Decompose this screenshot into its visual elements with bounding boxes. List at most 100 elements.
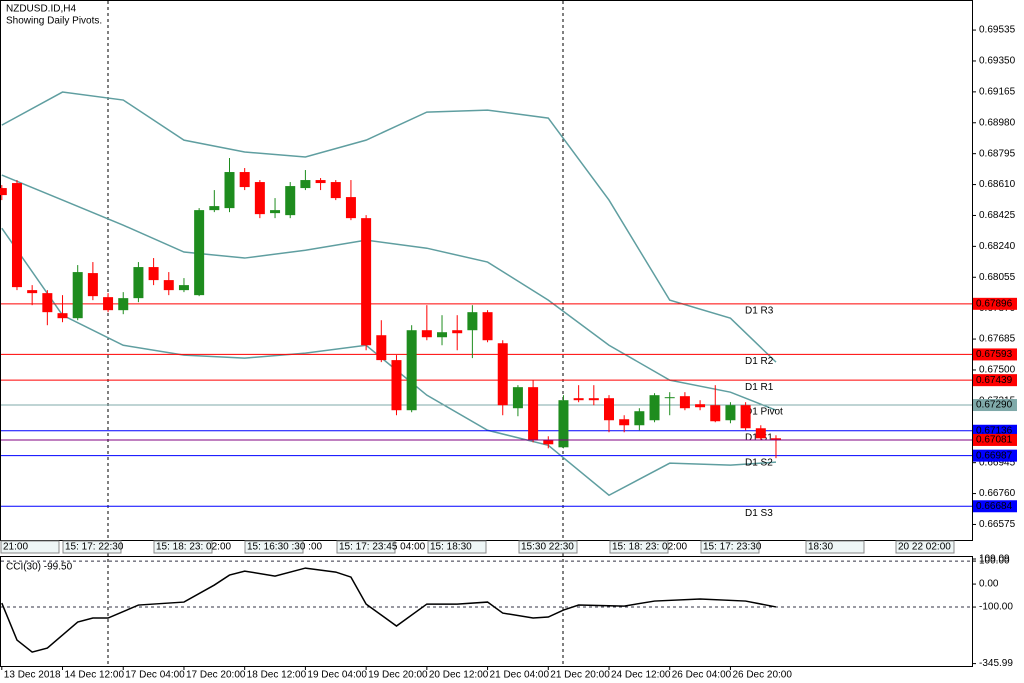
indicator-title: CCI(30) -99.50 bbox=[6, 562, 73, 573]
candle-body bbox=[103, 297, 114, 311]
pivot-name: D1 S2 bbox=[745, 457, 773, 468]
candle-body bbox=[664, 397, 675, 399]
candle-body bbox=[634, 411, 645, 426]
candle-body bbox=[740, 405, 751, 429]
session-box bbox=[700, 540, 760, 554]
indicator-tick-label: 100.00 bbox=[979, 556, 1010, 567]
y-tick-label: 0.67500 bbox=[979, 365, 1016, 376]
candle-body bbox=[148, 267, 159, 281]
y-tick-label: 0.68425 bbox=[979, 210, 1016, 221]
candle-body bbox=[239, 172, 250, 188]
candle-body bbox=[345, 197, 356, 219]
pivot-name: D1 R2 bbox=[745, 356, 774, 367]
session-box bbox=[336, 540, 396, 554]
candle-body bbox=[725, 405, 736, 421]
candle-body bbox=[270, 210, 281, 214]
candle-body bbox=[679, 396, 690, 409]
candle-body bbox=[118, 298, 129, 311]
candle-body bbox=[619, 419, 630, 426]
chart-subtitle: Showing Daily Pivots. bbox=[6, 16, 102, 27]
session-label: 15: 17: 23:30 bbox=[703, 542, 762, 553]
candle-body bbox=[558, 400, 569, 448]
price-box bbox=[973, 348, 1017, 361]
indicator-tick-label: 109.09 bbox=[979, 554, 1010, 565]
session-label: 15: 18: 23: 02:00 bbox=[156, 542, 232, 553]
candle-body bbox=[178, 285, 189, 291]
price-box bbox=[973, 500, 1017, 513]
price-box-label: 0.67081 bbox=[976, 435, 1013, 446]
candle-body bbox=[467, 312, 478, 331]
x-tick-label: 19 Dec 20:00 bbox=[368, 670, 428, 681]
candle-body bbox=[194, 210, 205, 296]
candle-body bbox=[391, 360, 402, 411]
candle-body bbox=[285, 186, 296, 216]
x-tick-label: 21 Dec 20:00 bbox=[550, 670, 610, 681]
session-box bbox=[895, 540, 955, 554]
session-box bbox=[153, 540, 213, 554]
y-tick-label: 0.68795 bbox=[979, 148, 1016, 159]
candle-body bbox=[482, 312, 493, 341]
price-box bbox=[973, 399, 1017, 412]
candle-body bbox=[224, 172, 235, 209]
price-box bbox=[973, 449, 1017, 462]
y-tick-label: 0.69165 bbox=[979, 87, 1016, 98]
price-box bbox=[973, 374, 1017, 387]
session-label: 15: 18:30 bbox=[430, 542, 472, 553]
candle-body bbox=[254, 182, 265, 215]
candle-body bbox=[710, 405, 721, 422]
x-tick-label: 17 Dec 20:00 bbox=[186, 670, 246, 681]
bollinger-band bbox=[1, 91, 777, 363]
y-tick-label: 0.68240 bbox=[979, 241, 1016, 252]
session-box bbox=[609, 540, 669, 554]
y-tick-label: 0.68055 bbox=[979, 272, 1016, 283]
candle-body bbox=[573, 398, 584, 401]
candle-body bbox=[437, 332, 448, 338]
indicator-pane bbox=[0, 556, 973, 667]
candle-body bbox=[755, 428, 766, 439]
x-tick-label: 13 Dec 2018 bbox=[4, 670, 61, 681]
bollinger-band bbox=[1, 174, 777, 411]
y-tick-label: 0.69350 bbox=[979, 56, 1016, 67]
x-tick-label: 26 Dec 04:00 bbox=[672, 670, 732, 681]
candle-body bbox=[0, 188, 7, 196]
price-box-label: 0.67439 bbox=[976, 375, 1013, 386]
candle-body bbox=[315, 180, 326, 184]
y-tick-label: 0.66760 bbox=[979, 488, 1016, 499]
candle-body bbox=[421, 330, 432, 338]
candle-body bbox=[209, 206, 220, 211]
price-box-label: 0.67896 bbox=[976, 298, 1013, 309]
x-tick-label: 14 Dec 12:00 bbox=[65, 670, 125, 681]
chart-title: NZDUSD.ID,H4 bbox=[6, 4, 76, 15]
candle-body bbox=[133, 267, 144, 299]
x-tick-label: 19 Dec 04:00 bbox=[307, 670, 367, 681]
candle-body bbox=[42, 293, 53, 313]
session-box bbox=[805, 540, 865, 554]
y-tick-label: 0.69535 bbox=[979, 25, 1016, 36]
pivot-name: D1 R3 bbox=[745, 305, 774, 316]
session-label: 20 22 02:00 bbox=[898, 542, 951, 553]
session-box bbox=[427, 540, 487, 554]
price-box bbox=[973, 424, 1017, 437]
candle-body bbox=[300, 180, 311, 189]
price-box bbox=[973, 297, 1017, 310]
indicator-tick-label: 0.00 bbox=[979, 579, 999, 590]
candle-body bbox=[57, 313, 68, 319]
candle-body bbox=[376, 335, 387, 361]
session-label: 15: 16:30 :30 :00 bbox=[247, 542, 323, 553]
candle-body bbox=[543, 440, 554, 445]
candle-body bbox=[361, 218, 372, 346]
y-tick-label: 0.66945 bbox=[979, 457, 1016, 468]
indicator-tick-label: -100.00 bbox=[979, 602, 1013, 613]
session-label: 15: 17: 23:45 04:00 bbox=[339, 542, 426, 553]
candle-body bbox=[330, 182, 341, 199]
candle-body bbox=[27, 290, 38, 294]
x-tick-label: 26 Dec 20:00 bbox=[732, 670, 792, 681]
candle-body bbox=[770, 438, 781, 440]
session-label: 18:30 bbox=[808, 542, 833, 553]
session-label: 15: 18: 23: 02:00 bbox=[612, 542, 688, 553]
candle-body bbox=[695, 404, 706, 408]
candle-body bbox=[72, 272, 83, 319]
